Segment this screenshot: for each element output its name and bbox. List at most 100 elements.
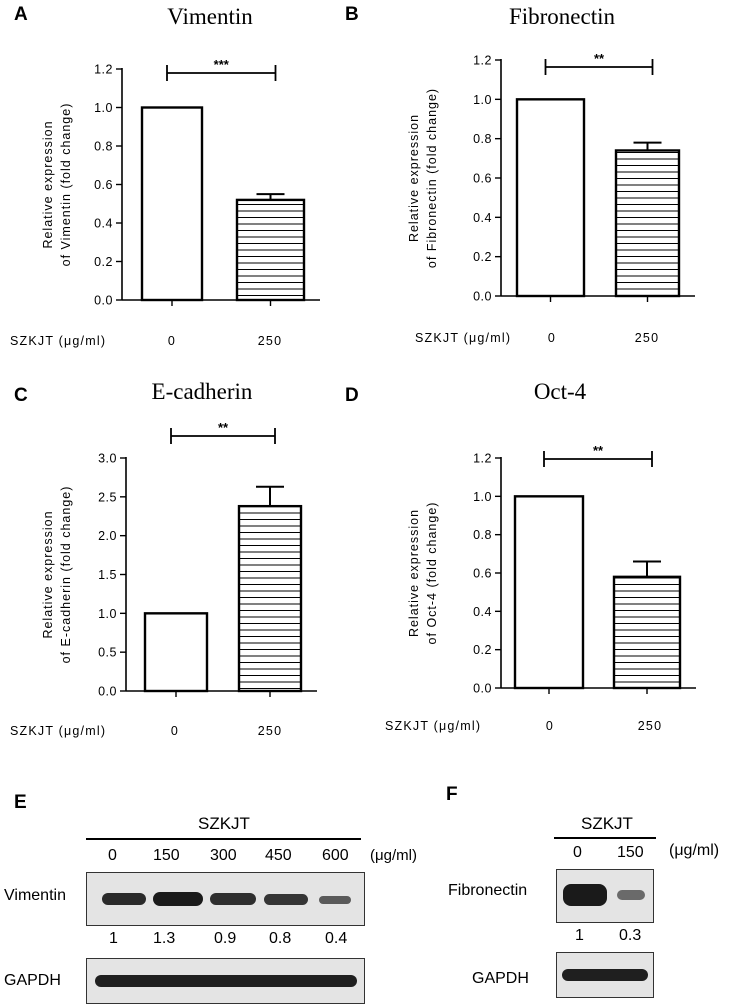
x-category-label: 0 — [546, 719, 554, 733]
blot-e-gapdh-band-image — [86, 958, 365, 1004]
x-category-label: 250 — [635, 331, 659, 345]
y-tick-label: 0.2 — [473, 250, 492, 264]
blot-f-treatment-line — [554, 837, 656, 839]
blot-e-unit: (μg/ml) — [370, 847, 417, 864]
y-tick-label: 1.0 — [98, 607, 117, 621]
panel-letter-a: A — [14, 4, 28, 25]
panel-letter-f: F — [446, 784, 458, 805]
bar-treated — [614, 149, 681, 298]
blot-f-quant: 0.3 — [619, 927, 642, 944]
chart-panel-d: D Oct-4 0.0 0.2 0.4 0.6 0.8 1.0 1.2 Relative expr… — [345, 379, 696, 733]
y-tick-label: 0.6 — [94, 178, 113, 192]
blot-e-dose: 600 — [322, 847, 349, 864]
x-category-label: 0 — [548, 331, 556, 345]
y-axis-label: Relative expression — [407, 114, 421, 242]
y-tick-label: 0.4 — [473, 211, 492, 225]
y-tick-label: 0.6 — [473, 567, 492, 581]
bar-treated — [235, 198, 306, 302]
significance-label: ** — [593, 443, 604, 458]
y-axis-label: of Vimentin (fold change) — [59, 103, 73, 267]
blot-f-gapdh-band-image — [556, 952, 654, 998]
blot-f-dose: 150 — [617, 844, 644, 861]
blot-e-row1-label: Vimentin — [4, 887, 66, 904]
x-axis-label: SZKJT (μg/ml) — [415, 331, 511, 345]
bar-control — [143, 612, 209, 693]
blot-f-treatment: SZKJT — [581, 814, 633, 833]
blot-e-row2-label: GAPDH — [4, 972, 61, 989]
blot-f-row1-label: Fibronectin — [448, 882, 528, 899]
y-tick-label: 1.5 — [98, 568, 117, 582]
chart-title: Oct-4 — [534, 379, 587, 404]
y-axis-label: Relative expression — [407, 509, 421, 637]
y-tick-label: 1.0 — [473, 93, 492, 107]
panel-letter-b: B — [345, 4, 359, 25]
bar-control — [140, 106, 204, 302]
blot-f-row2-label: GAPDH — [472, 970, 529, 987]
chart-panel-b: B Fibronectin 0.0 0.2 0.4 0.6 0.8 1.0 1.2 Relativ… — [345, 4, 695, 345]
panel-letter-c: C — [14, 385, 28, 406]
blot-e-quant: 1.3 — [153, 930, 176, 947]
y-tick-label: 3.0 — [98, 452, 117, 466]
chart-title: Fibronectin — [509, 4, 616, 29]
blot-e-quant: 0.8 — [269, 930, 292, 947]
blot-e-quant: 1 — [109, 930, 118, 947]
y-tick-label: 0.0 — [94, 294, 113, 308]
blot-f-dose: 0 — [573, 844, 582, 861]
y-tick-label: 0.4 — [94, 217, 113, 231]
y-tick-label: 0.8 — [473, 528, 492, 542]
y-tick-label: 2.0 — [98, 529, 117, 543]
chart-title: E-cadherin — [152, 379, 253, 404]
blot-e-dose: 300 — [210, 847, 237, 864]
chart-panel-a: A Vimentin 0.0 0.2 0.4 0.6 0.8 1.0 1.2 Relative e… — [10, 4, 320, 348]
x-category-label: 250 — [258, 334, 282, 348]
bar-control — [515, 98, 586, 298]
blot-e-dose: 150 — [153, 847, 180, 864]
y-tick-label: 1.2 — [473, 452, 492, 466]
significance-label: *** — [214, 57, 230, 72]
significance-label: ** — [218, 420, 229, 435]
y-tick-label: 0.0 — [98, 685, 117, 699]
y-axis-label: of Fibronectin (fold change) — [425, 88, 439, 268]
blot-e-treatment: SZKJT — [198, 814, 250, 833]
blot-panel-f: F SZKJT 0 150 (μg/ml) Fibronectin 1 0.3 … — [440, 780, 733, 1007]
blot-e-treatment-line — [86, 838, 361, 840]
y-tick-label: 0.2 — [473, 643, 492, 657]
bar-treated — [612, 575, 682, 690]
y-axis-label: of Oct-4 (fold change) — [425, 502, 439, 645]
blot-f-fibronectin-band-image — [556, 869, 654, 923]
blot-e-vimentin-band-image — [86, 872, 365, 926]
panel-letter-e: E — [14, 792, 27, 813]
y-tick-label: 0.0 — [473, 290, 492, 304]
x-axis-label: SZKJT (μg/ml) — [10, 724, 106, 738]
blot-e-dose: 0 — [108, 847, 117, 864]
y-tick-label: 0.8 — [473, 132, 492, 146]
panel-letter-d: D — [345, 385, 359, 406]
x-axis-label: SZKJT (μg/ml) — [10, 334, 106, 348]
blot-e-quant: 0.9 — [214, 930, 237, 947]
y-axis-label: Relative expression — [41, 120, 55, 248]
blot-panel-e: E SZKJT 0 150 300 450 600 (μg/ml) Viment… — [0, 780, 417, 1007]
bar-control — [513, 495, 585, 690]
chart-title: Vimentin — [167, 4, 253, 29]
y-tick-label: 0.5 — [98, 646, 117, 660]
y-axis-label: Relative expression — [41, 510, 55, 638]
y-axis-label: of E-cadherin (fold change) — [59, 486, 73, 664]
y-tick-label: 1.2 — [94, 63, 113, 77]
y-tick-label: 1.0 — [473, 490, 492, 504]
y-tick-label: 1.0 — [94, 101, 113, 115]
x-category-label: 250 — [638, 719, 662, 733]
y-tick-label: 0.8 — [94, 140, 113, 154]
significance-label: ** — [594, 51, 605, 66]
x-axis-label: SZKJT (μg/ml) — [385, 719, 481, 733]
blot-f-unit: (μg/ml) — [669, 842, 720, 859]
blot-e-dose: 450 — [265, 847, 292, 864]
bar-treated — [237, 504, 303, 693]
x-category-label: 250 — [258, 724, 282, 738]
y-tick-label: 0.2 — [94, 255, 113, 269]
blot-f-quant: 1 — [575, 927, 584, 944]
x-category-label: 0 — [171, 724, 179, 738]
y-tick-label: 0.4 — [473, 605, 492, 619]
blot-e-quant: 0.4 — [325, 930, 348, 947]
x-category-label: 0 — [168, 334, 176, 348]
y-tick-label: 0.0 — [473, 682, 492, 696]
